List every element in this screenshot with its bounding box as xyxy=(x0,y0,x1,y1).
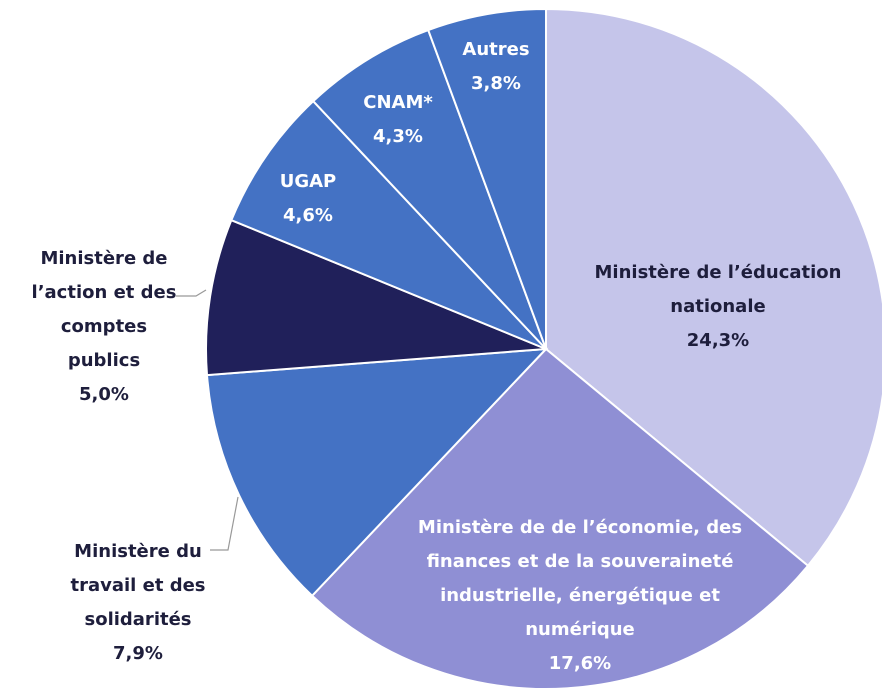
label-line: Ministère de l’éducation xyxy=(595,262,842,283)
label-line: finances et de la souveraineté xyxy=(427,551,734,572)
label-line: nationale xyxy=(670,296,765,317)
slice-label: CNAM* xyxy=(363,92,433,113)
pie-slice xyxy=(426,7,547,350)
pie-slice xyxy=(545,7,882,568)
label-line: numérique xyxy=(525,619,635,640)
value-label: 3,8% xyxy=(471,73,521,94)
label-line: industrielle, énergétique et xyxy=(440,585,720,606)
slice-label: Ministère de l’éducation nationale xyxy=(595,262,842,317)
label-line: Ministère de de l’économie, des xyxy=(418,517,742,538)
label-line: travail et des xyxy=(71,575,206,596)
pie-slice xyxy=(310,347,810,690)
pie-slice xyxy=(205,347,549,598)
value-label: 24,3% xyxy=(687,330,749,351)
value-label: 4,6% xyxy=(283,205,333,226)
label-line: solidarités xyxy=(84,609,191,630)
slice-label: Ministère de de l’économie, des finances … xyxy=(418,517,742,640)
label-line: publics xyxy=(68,350,140,371)
label-line: UGAP xyxy=(280,171,337,192)
slice-label: UGAP xyxy=(280,171,337,192)
slice-label: Ministère du travail et des solidarités xyxy=(71,541,206,630)
value-label: 7,9% xyxy=(113,643,163,664)
pie-slice xyxy=(230,99,547,350)
label-line: comptes xyxy=(61,316,147,337)
slice-label: Ministère de l’action et des comptes public… xyxy=(32,248,177,371)
label-line: Ministère du xyxy=(74,541,202,562)
pie-slice xyxy=(311,28,547,350)
value-label: 17,6% xyxy=(549,653,611,674)
pie-slice xyxy=(205,218,547,377)
slice-label: Autres xyxy=(462,39,529,60)
value-label: 4,3% xyxy=(373,126,423,147)
label-line: Autres xyxy=(462,39,529,60)
label-line: Ministère de xyxy=(40,248,167,269)
label-line: CNAM* xyxy=(363,92,433,113)
label-line: l’action et des xyxy=(32,282,177,303)
leader-line xyxy=(210,496,239,551)
leader-line xyxy=(176,289,207,297)
value-label: 5,0% xyxy=(79,384,129,405)
